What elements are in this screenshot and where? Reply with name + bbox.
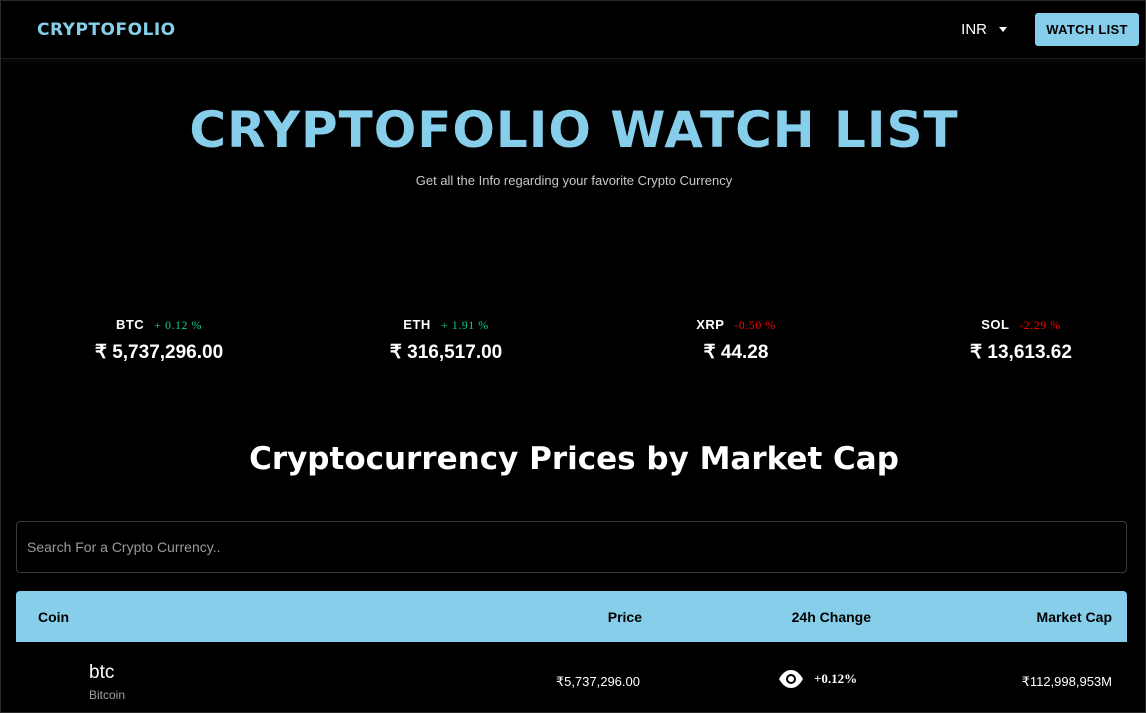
column-header-market-cap: Market Cap xyxy=(1036,609,1112,625)
watch-list-button[interactable]: WATCH LIST xyxy=(1035,13,1139,46)
currency-value: INR xyxy=(961,21,987,38)
search-input[interactable] xyxy=(17,522,1126,572)
ticker-item-eth[interactable]: ETH + 1.91 % ₹ 316,517.00 xyxy=(346,317,546,364)
eye-icon[interactable] xyxy=(778,669,804,689)
search-field xyxy=(16,521,1127,573)
ticker-change: + 0.12 % xyxy=(154,318,203,332)
ticker-item-sol[interactable]: SOL -2.29 % ₹ 13,613.62 xyxy=(921,317,1121,364)
ticker-header: XRP -0.50 % xyxy=(636,317,836,333)
coin-price: ₹5,737,296.00 xyxy=(555,674,640,689)
column-header-change: 24h Change xyxy=(791,609,871,625)
hero-title: CRYPTOFOLIO WATCH LIST xyxy=(189,101,959,159)
coin-change-cell: +0.12% xyxy=(778,669,857,689)
ticker-price: ₹ 44.28 xyxy=(703,342,769,363)
table-header: Coin Price 24h Change Market Cap xyxy=(16,591,1127,642)
ticker-header: BTC + 0.12 % xyxy=(59,317,259,333)
hero-subtitle: Get all the Info regarding your favorite… xyxy=(415,173,733,188)
coin-market-cap: ₹112,998,953M xyxy=(1021,674,1112,689)
ticker-change: -2.29 % xyxy=(1019,318,1061,332)
header-actions: INR WATCH LIST xyxy=(961,13,1139,46)
ticker-change: + 1.91 % xyxy=(440,318,489,332)
ticker-price: ₹ 5,737,296.00 xyxy=(94,342,224,363)
section-title: Cryptocurrency Prices by Market Cap xyxy=(249,441,899,477)
ticker-price: ₹ 13,613.62 xyxy=(970,342,1072,363)
coin-symbol: btc xyxy=(89,662,115,683)
currency-select[interactable]: INR xyxy=(961,21,1007,38)
ticker-header: SOL -2.29 % xyxy=(921,317,1121,333)
ticker-item-xrp[interactable]: XRP -0.50 % ₹ 44.28 xyxy=(636,317,836,364)
coin-name: Bitcoin xyxy=(89,688,126,702)
ticker-header: ETH + 1.91 % xyxy=(346,317,546,333)
ticker-symbol: BTC xyxy=(115,317,145,332)
brand-logo[interactable]: CRYPTOFOLIO xyxy=(37,19,176,40)
chevron-down-icon xyxy=(999,27,1007,32)
ticker-price: ₹ 316,517.00 xyxy=(389,342,503,363)
coin-change: +0.12% xyxy=(814,671,858,686)
ticker-symbol: SOL xyxy=(981,317,1010,332)
ticker-change: -0.50 % xyxy=(734,318,776,332)
table-row[interactable]: btc Bitcoin ₹5,737,296.00 +0.12% ₹112,99… xyxy=(16,642,1127,713)
ticker-symbol: XRP xyxy=(696,317,725,332)
ticker-item-btc[interactable]: BTC + 0.12 % ₹ 5,737,296.00 xyxy=(59,317,259,364)
column-header-coin: Coin xyxy=(38,609,70,625)
top-navbar: CRYPTOFOLIO INR WATCH LIST xyxy=(1,1,1145,59)
ticker-symbol: ETH xyxy=(403,317,431,332)
column-header-price: Price xyxy=(607,609,642,625)
